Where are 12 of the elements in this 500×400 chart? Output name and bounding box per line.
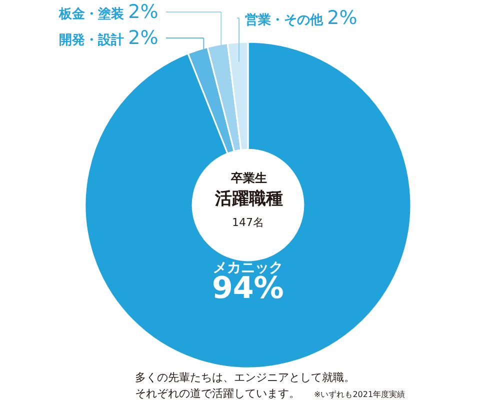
data-label: 2% [327,7,358,29]
text: 卒業生 [230,171,267,185]
text: 147名 [232,216,264,229]
slice-label: 営業・その他 [245,12,324,28]
slice-label: 開発・設計 [59,32,124,48]
data-label: 2% [128,27,158,49]
slice-label: 板金・塗装 [58,7,124,22]
text: ※いずれも2021年度実績 [314,390,406,399]
text: それぞれの道で活躍しています。 [135,387,300,400]
text: 多くの先輩たちは、エンジニアとして就職。 [135,371,355,384]
data-label: 2% [128,1,158,23]
text: 活躍職種 [214,189,283,209]
